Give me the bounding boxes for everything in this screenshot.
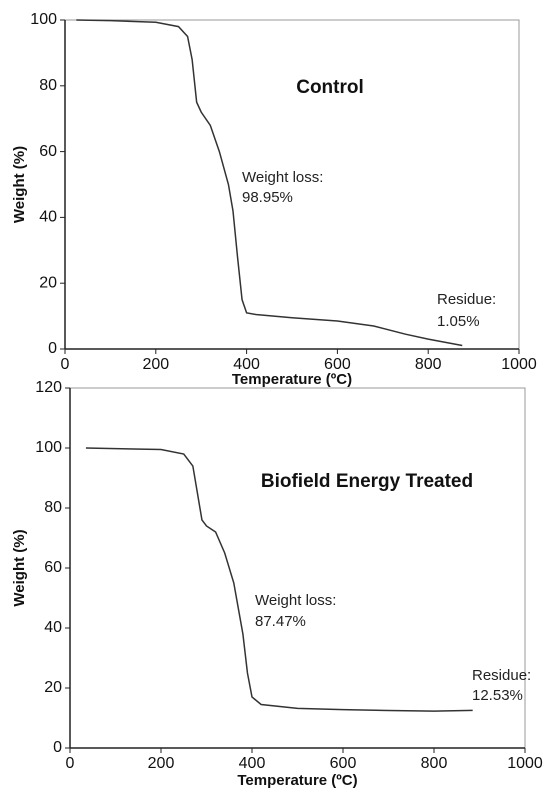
y-axis-label: Weight (%) (11, 529, 28, 606)
annotation: Residue: (437, 291, 496, 308)
y-tick-label: 80 (39, 77, 57, 94)
data-line (76, 19, 463, 347)
y-tick-label: 0 (48, 340, 57, 357)
annotation: 12.53% (472, 687, 523, 704)
x-tick-label: 400 (239, 755, 266, 772)
y-tick-label: 80 (44, 499, 62, 516)
x-tick-label: 400 (233, 356, 260, 373)
annotation: 98.95% (242, 189, 293, 206)
x-axis-label: Temperature (ºC) (237, 772, 357, 789)
annotation: Residue: (472, 667, 531, 684)
y-tick-label: 60 (39, 143, 57, 160)
data-line (85, 447, 473, 712)
y-tick-label: 120 (35, 379, 62, 396)
x-tick-label: 800 (415, 356, 442, 373)
annotation: Weight loss: (255, 592, 336, 609)
x-tick-label: 1000 (507, 755, 543, 772)
y-tick-label: 100 (30, 11, 57, 28)
y-tick-label: 100 (35, 439, 62, 456)
chart-title: Control (296, 77, 364, 98)
y-tick-label: 40 (44, 619, 62, 636)
x-tick-label: 0 (61, 356, 70, 373)
y-tick-label: 0 (53, 739, 62, 756)
y-tick-label: 40 (39, 209, 57, 226)
x-tick-label: 600 (324, 356, 351, 373)
x-tick-label: 1000 (501, 356, 537, 373)
x-tick-label: 600 (330, 755, 357, 772)
x-tick-label: 200 (148, 755, 175, 772)
y-tick-label: 20 (44, 679, 62, 696)
y-tick-label: 60 (44, 559, 62, 576)
x-tick-label: 200 (142, 356, 169, 373)
y-axis-label: Weight (%) (11, 146, 28, 223)
annotation: 87.47% (255, 613, 306, 630)
x-tick-label: 800 (421, 755, 448, 772)
x-axis-label: Temperature (ºC) (232, 371, 352, 388)
chart-title: Biofield Energy Treated (261, 471, 473, 492)
x-tick-label: 0 (66, 755, 75, 772)
plot-frame (69, 387, 526, 749)
annotation: Weight loss: (242, 169, 323, 186)
annotation: 1.05% (437, 313, 480, 330)
y-tick-label: 20 (39, 274, 57, 291)
